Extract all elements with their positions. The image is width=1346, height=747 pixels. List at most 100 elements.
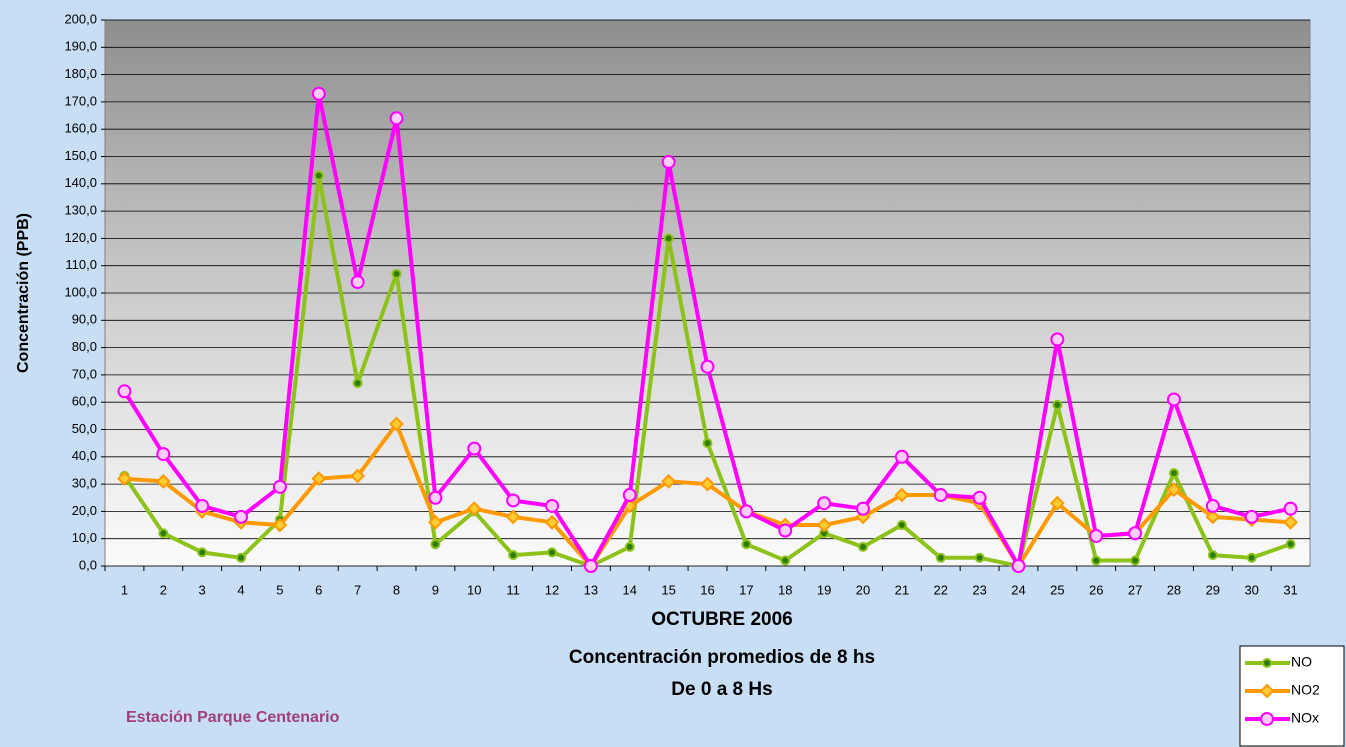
data-point xyxy=(857,541,868,552)
x-tick-label: 25 xyxy=(1050,582,1064,597)
data-point xyxy=(974,552,985,563)
y-tick-label: 200,0 xyxy=(64,11,97,26)
x-tick-label: 17 xyxy=(739,582,753,597)
legend-marker xyxy=(1259,683,1275,699)
y-tick-label: 150,0 xyxy=(64,148,97,163)
x-tick-label: 22 xyxy=(933,582,947,597)
data-point xyxy=(389,111,404,126)
station-label: Estación Parque Centenario xyxy=(126,709,340,726)
x-tick-label: 24 xyxy=(1011,582,1025,597)
x-tick-label: 7 xyxy=(354,582,361,597)
data-point xyxy=(778,523,793,538)
data-point xyxy=(661,154,676,169)
data-point xyxy=(352,378,363,389)
y-tick-label: 20,0 xyxy=(72,503,97,518)
legend-label: NO2 xyxy=(1291,682,1320,698)
data-point xyxy=(1246,552,1257,563)
data-point xyxy=(933,488,948,503)
x-tick-label: 13 xyxy=(584,582,598,597)
x-tick-label: 3 xyxy=(199,582,206,597)
y-tick-label: 80,0 xyxy=(72,339,97,354)
data-point xyxy=(583,559,598,573)
data-point xyxy=(197,547,208,558)
data-point xyxy=(547,547,558,558)
data-point xyxy=(467,441,482,456)
data-point xyxy=(155,473,171,489)
data-point xyxy=(1130,555,1141,566)
data-point xyxy=(389,416,404,432)
data-point xyxy=(816,517,832,533)
y-tick-label: 190,0 xyxy=(64,39,97,54)
y-tick-label: 120,0 xyxy=(64,230,97,245)
data-point xyxy=(817,496,832,511)
x-tick-label: 29 xyxy=(1206,582,1220,597)
data-point xyxy=(1128,526,1143,541)
x-tick-label: 26 xyxy=(1089,582,1103,597)
legend-label: NO xyxy=(1291,654,1312,670)
data-point xyxy=(313,170,324,181)
data-point xyxy=(272,517,288,533)
y-tick-label: 30,0 xyxy=(72,476,97,491)
data-point xyxy=(350,468,366,484)
legend-marker xyxy=(1262,658,1272,668)
data-point xyxy=(272,479,287,494)
x-tick-label: 16 xyxy=(700,582,714,597)
chart-subtitle: De 0 a 8 Hs xyxy=(671,679,772,700)
data-point xyxy=(935,552,946,563)
chart-title: OCTUBRE 2006 xyxy=(651,609,793,630)
data-point xyxy=(1205,498,1220,513)
data-point xyxy=(1283,501,1298,516)
data-point xyxy=(702,438,713,449)
data-point xyxy=(508,550,519,561)
x-tick-label: 19 xyxy=(817,582,831,597)
x-tick-label: 1 xyxy=(121,582,128,597)
x-tick-label: 12 xyxy=(545,582,559,597)
data-point xyxy=(1283,514,1298,530)
data-point xyxy=(894,487,910,503)
y-tick-label: 130,0 xyxy=(64,203,97,218)
x-tick-label: 27 xyxy=(1128,582,1142,597)
data-point xyxy=(195,498,210,513)
y-tick-label: 90,0 xyxy=(72,312,97,327)
data-point xyxy=(780,555,791,566)
data-point xyxy=(391,268,402,279)
y-tick-label: 10,0 xyxy=(72,530,97,545)
data-point xyxy=(350,275,365,290)
x-tick-label: 8 xyxy=(393,582,400,597)
data-point xyxy=(505,509,521,525)
data-point xyxy=(1050,332,1065,347)
data-point xyxy=(624,541,635,552)
x-tick-label: 4 xyxy=(237,582,244,597)
x-tick-label: 28 xyxy=(1167,582,1181,597)
x-tick-label: 14 xyxy=(623,582,637,597)
data-point xyxy=(311,471,327,487)
data-point xyxy=(428,490,443,505)
x-tick-label: 11 xyxy=(506,582,520,597)
data-point xyxy=(1052,399,1063,410)
data-point xyxy=(117,384,132,399)
y-axis-label: Concentración (PPB) xyxy=(15,213,32,373)
data-point xyxy=(739,504,754,519)
data-point xyxy=(544,514,560,530)
data-point xyxy=(1091,555,1102,566)
data-point xyxy=(1049,495,1065,511)
data-point xyxy=(741,539,752,550)
x-tick-label: 30 xyxy=(1244,582,1258,597)
x-tick-label: 5 xyxy=(276,582,283,597)
x-tick-label: 2 xyxy=(160,582,167,597)
data-point xyxy=(430,539,441,550)
chart-subtitle: Concentración promedios de 8 hs xyxy=(569,647,875,668)
data-point xyxy=(311,86,326,101)
data-point xyxy=(427,514,443,530)
y-tick-label: 180,0 xyxy=(64,66,97,81)
x-tick-label: 15 xyxy=(661,582,675,597)
data-point xyxy=(663,233,674,244)
data-point xyxy=(855,501,870,516)
x-tick-label: 23 xyxy=(972,582,986,597)
data-point xyxy=(1168,468,1179,479)
legend xyxy=(1239,645,1345,747)
data-point xyxy=(700,476,715,492)
x-tick-label: 18 xyxy=(778,582,792,597)
y-tick-label: 0,0 xyxy=(79,557,97,572)
